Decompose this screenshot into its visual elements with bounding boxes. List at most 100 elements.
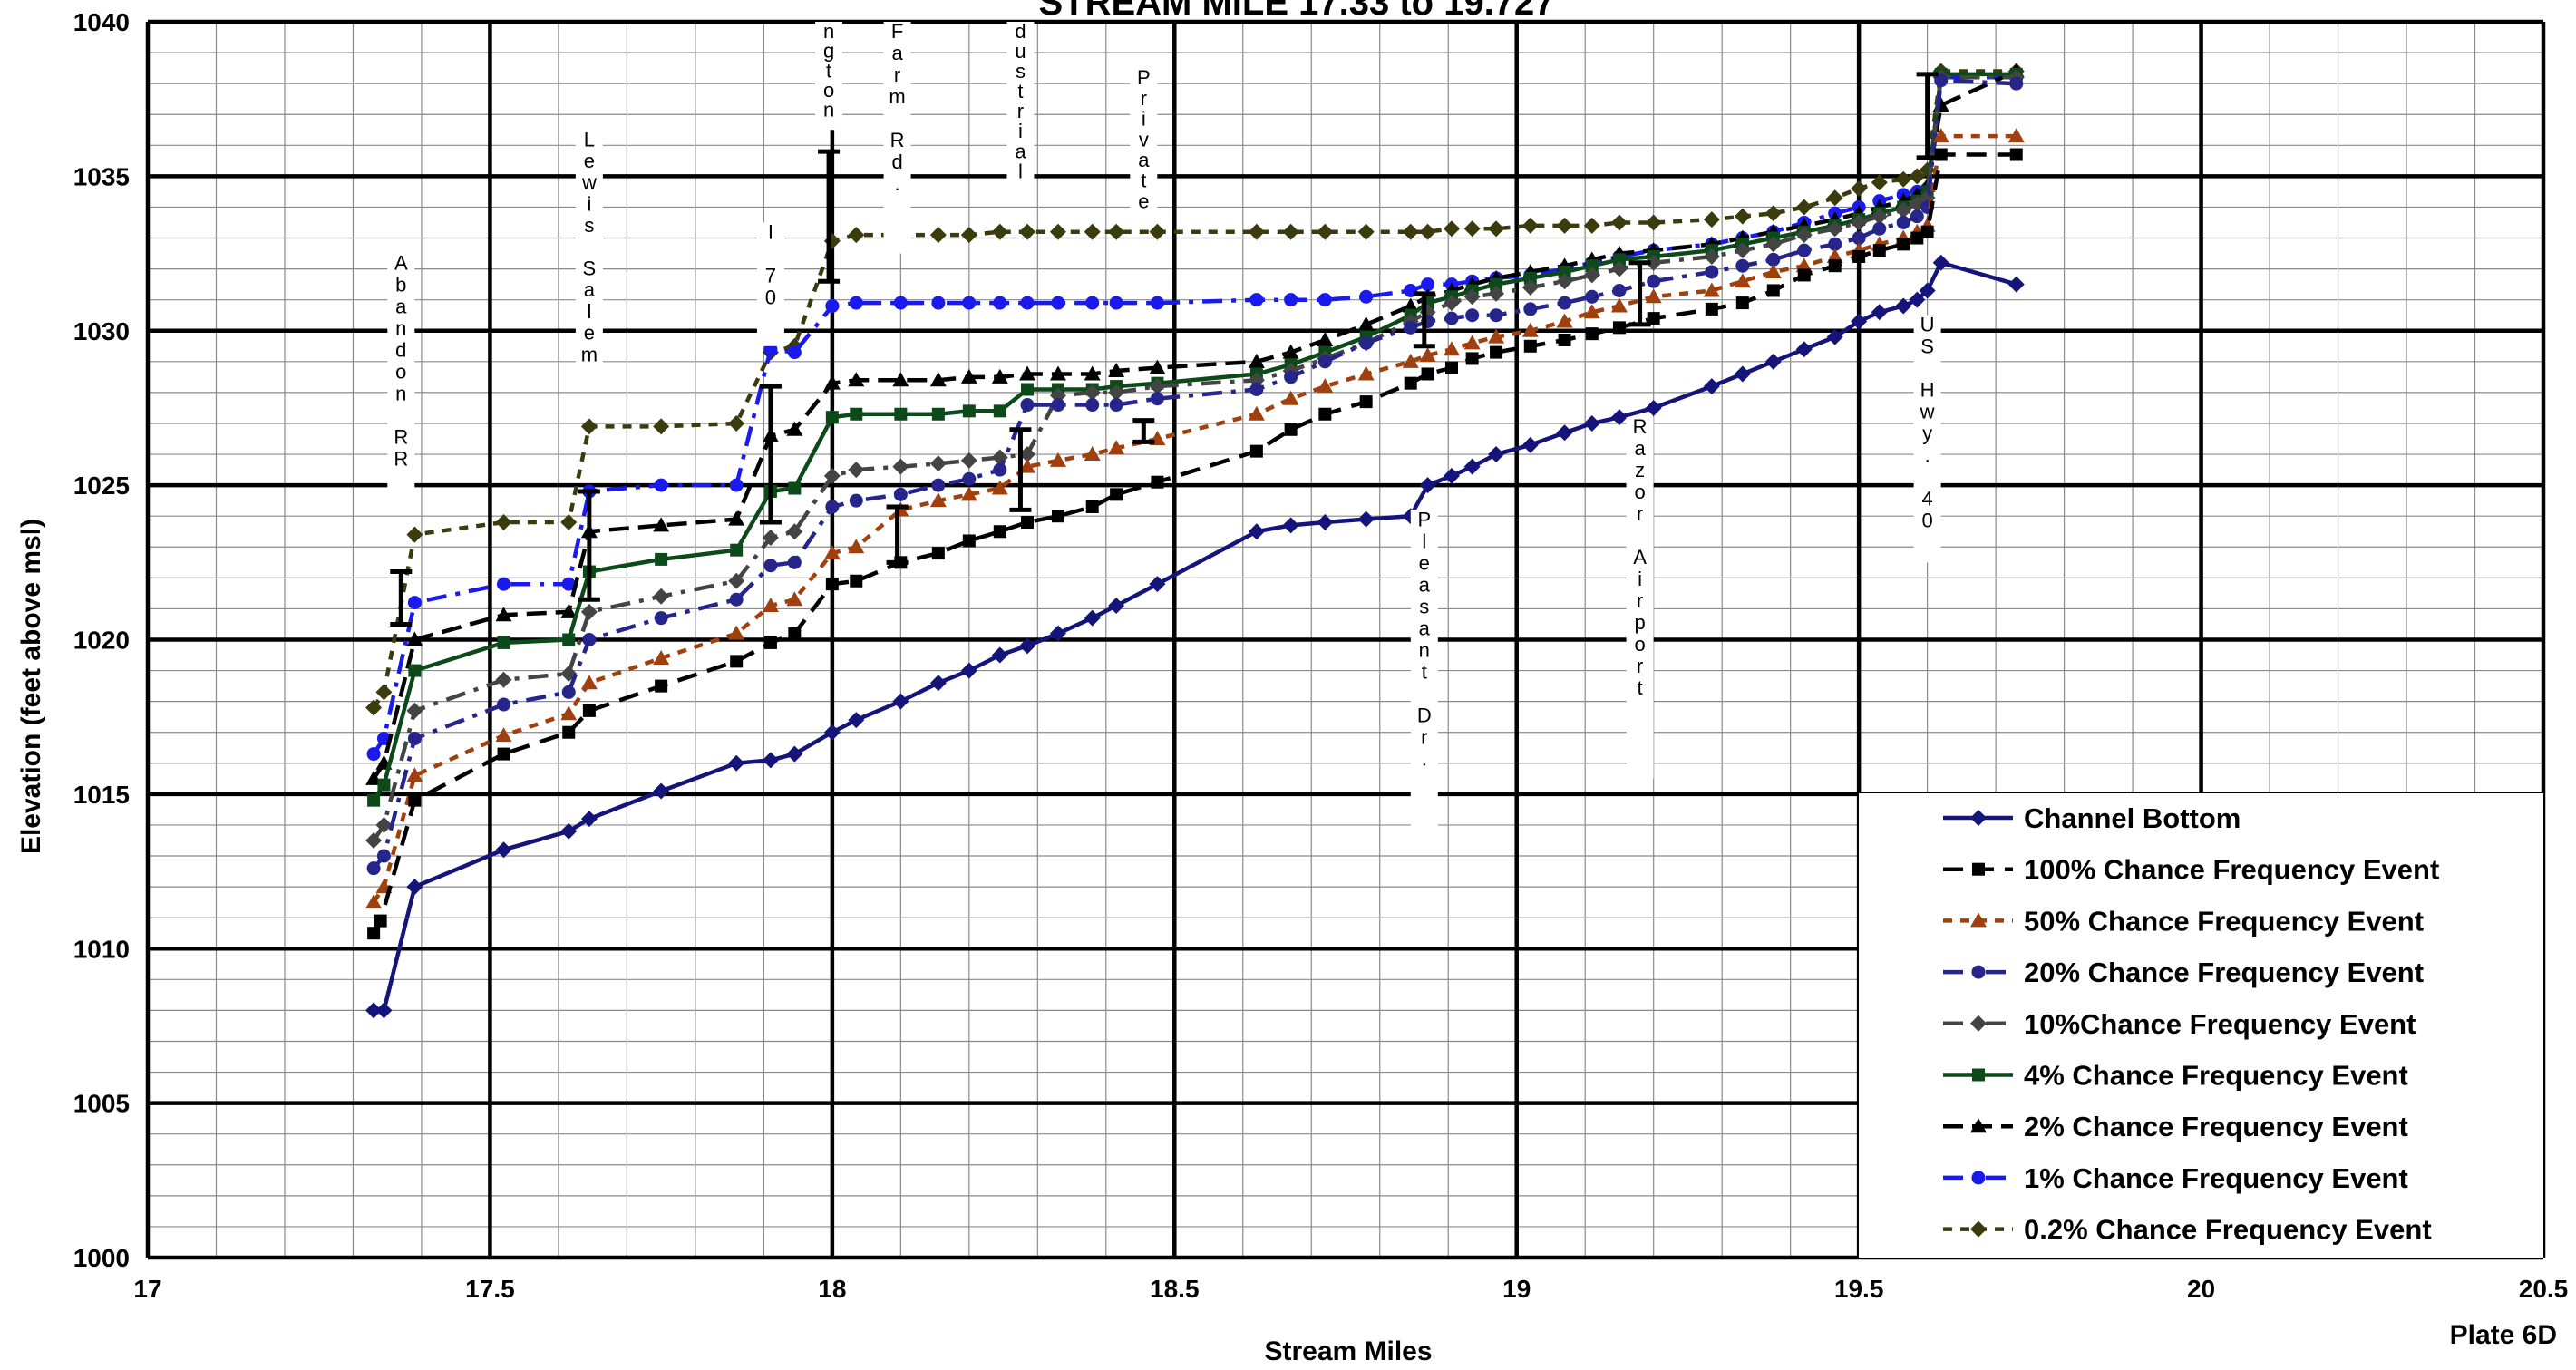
structure-label-char: A [1633, 546, 1647, 568]
data-point [962, 471, 977, 486]
structure-label-char: b [395, 274, 406, 296]
data-point [1284, 293, 1298, 307]
legend-item: 4% Chance Frequency Event [1943, 1060, 2408, 1092]
structure-label-char: . [1925, 444, 1930, 467]
legend-swatch-marker [1970, 1118, 1987, 1133]
legend-item: 20% Chance Frequency Event [1943, 957, 2424, 988]
data-point [406, 879, 423, 896]
structure-label-char: t [1638, 676, 1643, 699]
legend-label: 0.2% Chance Frequency Event [2024, 1214, 2432, 1246]
data-point [497, 577, 511, 591]
structure-label-char: r [1017, 100, 1024, 122]
data-point [786, 421, 803, 436]
data-point [407, 732, 422, 746]
data-point [1612, 283, 1627, 297]
data-point [375, 816, 393, 833]
data-point [991, 449, 1008, 466]
data-point [1465, 308, 1480, 323]
data-point [1521, 436, 1539, 453]
data-point [1795, 257, 1813, 273]
data-point [1049, 452, 1066, 467]
data-point [1317, 223, 1334, 240]
data-point [497, 636, 510, 649]
data-point [1284, 370, 1298, 384]
structure-label-char: . [1422, 747, 1427, 770]
structure-label-char: w [581, 171, 597, 194]
structure-label-char: R [1633, 415, 1648, 438]
x-tick-label: 18 [818, 1275, 846, 1303]
structure-label-background [575, 130, 603, 377]
data-point [653, 418, 670, 435]
data-point [1558, 333, 1571, 346]
plate-label: Plate 6D [2450, 1320, 2557, 1350]
data-point [1735, 258, 1750, 273]
data-point [1703, 378, 1720, 395]
data-point [850, 407, 863, 421]
data-point [654, 611, 668, 626]
structure-label-background [1006, 22, 1035, 192]
data-point [655, 552, 668, 566]
structure-label-char: t [1017, 80, 1023, 102]
data-point [1108, 363, 1125, 378]
legend-item: Channel Bottom [1943, 802, 2241, 834]
legend-item: 50% Chance Frequency Event [1943, 905, 2424, 937]
series-line [372, 133, 2017, 904]
x-tick-label: 17 [133, 1275, 161, 1303]
data-point [1895, 297, 1912, 315]
data-point [1149, 576, 1166, 593]
data-point [1828, 259, 1842, 273]
data-point [1585, 289, 1599, 304]
data-point [1764, 264, 1782, 279]
data-point [1402, 353, 1419, 368]
data-point [1084, 223, 1101, 240]
data-point [1871, 174, 1888, 191]
data-point [1249, 444, 1263, 458]
data-point [406, 526, 423, 543]
data-point [1249, 293, 1264, 307]
data-point [582, 633, 597, 646]
data-point [406, 767, 423, 782]
structure-label-char: a [891, 42, 903, 64]
data-point [365, 699, 383, 716]
data-point [1421, 277, 1435, 292]
data-point [825, 578, 839, 591]
data-point [367, 927, 381, 940]
data-point [1317, 378, 1334, 394]
data-point [1109, 398, 1123, 413]
structure-label-char: . [895, 172, 900, 195]
data-point [1020, 398, 1035, 413]
data-point [580, 603, 598, 620]
structure-label-char: n [823, 99, 834, 121]
data-point [497, 697, 511, 712]
data-point [728, 754, 745, 772]
structure-label-char: i [587, 192, 591, 215]
legend-item: 0.2% Chance Frequency Event [1943, 1214, 2432, 1246]
data-point [1645, 288, 1662, 304]
data-point [407, 596, 422, 610]
data-point [1110, 488, 1123, 501]
data-point [1826, 248, 1843, 263]
data-point [762, 752, 779, 769]
data-point [1645, 214, 1662, 231]
structure-label-char: p [1634, 611, 1645, 634]
data-point [375, 1002, 393, 1019]
data-point [823, 467, 841, 484]
data-point [654, 478, 668, 492]
data-point [763, 636, 777, 649]
data-point [1020, 516, 1034, 530]
data-point [495, 607, 512, 622]
structure-label-char: o [823, 79, 834, 102]
data-point [1051, 510, 1064, 523]
data-point [1317, 293, 1332, 307]
y-tick-label: 1040 [73, 8, 130, 36]
structure-label-background [815, 22, 843, 131]
data-point [729, 478, 744, 492]
structure-label-background [1130, 68, 1158, 223]
data-point [1797, 268, 1811, 282]
data-point [1523, 271, 1537, 285]
structure-label-char: P [1417, 508, 1431, 530]
legend-swatch-marker [1972, 862, 1985, 876]
data-point [728, 625, 745, 640]
